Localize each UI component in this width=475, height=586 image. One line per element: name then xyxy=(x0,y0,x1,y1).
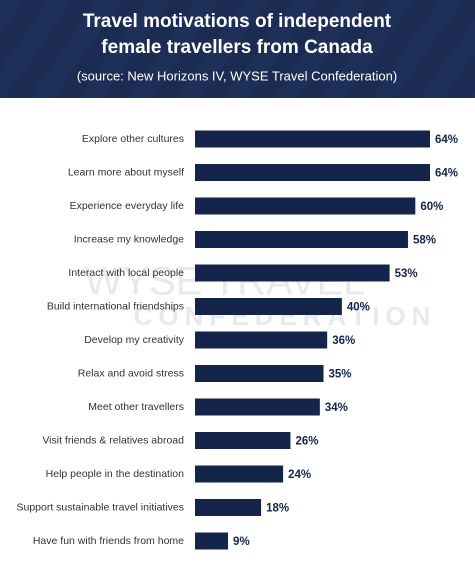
bar xyxy=(195,532,229,550)
chart-subtitle: (source: New Horizons IV, WYSE Travel Co… xyxy=(77,68,397,83)
value-label: 36% xyxy=(332,335,355,347)
category-label: Have fun with friends from home xyxy=(33,535,184,547)
value-label: 64% xyxy=(435,168,458,180)
bar xyxy=(195,197,416,215)
category-label: Relax and avoid stress xyxy=(78,367,184,379)
value-label: 34% xyxy=(325,402,348,414)
value-label: 18% xyxy=(266,503,289,515)
bar xyxy=(195,331,328,349)
category-label: Help people in the destination xyxy=(46,468,185,480)
category-label: Build international friendships xyxy=(47,300,184,312)
bar xyxy=(195,130,430,148)
bar xyxy=(195,398,320,416)
category-label: Visit friends & relatives abroad xyxy=(42,434,184,446)
category-label: Increase my knowledge xyxy=(74,233,184,245)
value-label: 40% xyxy=(347,302,370,314)
value-label: 64% xyxy=(435,134,458,146)
category-label: Explore other cultures xyxy=(82,133,184,145)
chart-title: female travellers from Canada xyxy=(101,37,373,58)
value-label: 60% xyxy=(420,201,443,213)
bar xyxy=(195,231,408,248)
category-label: Experience everyday life xyxy=(70,200,185,212)
bar xyxy=(195,432,291,449)
category-label: Learn more about myself xyxy=(68,166,184,178)
header-band xyxy=(0,0,475,98)
category-label: Support sustainable travel initiatives xyxy=(16,501,184,513)
bar xyxy=(195,264,390,282)
value-label: 26% xyxy=(295,436,318,448)
category-label: Develop my creativity xyxy=(84,334,185,346)
bar xyxy=(195,298,342,315)
bar xyxy=(195,499,262,516)
value-label: 35% xyxy=(329,369,352,381)
category-label: Interact with local people xyxy=(68,267,184,279)
bar xyxy=(195,465,284,483)
chart-title: Travel motivations of independent xyxy=(83,11,392,32)
bar xyxy=(195,164,430,181)
value-label: 58% xyxy=(413,235,436,247)
value-label: 53% xyxy=(395,268,418,280)
value-label: 24% xyxy=(288,469,311,481)
value-label: 9% xyxy=(233,536,250,548)
bar xyxy=(195,365,324,382)
category-label: Meet other travellers xyxy=(88,401,184,413)
